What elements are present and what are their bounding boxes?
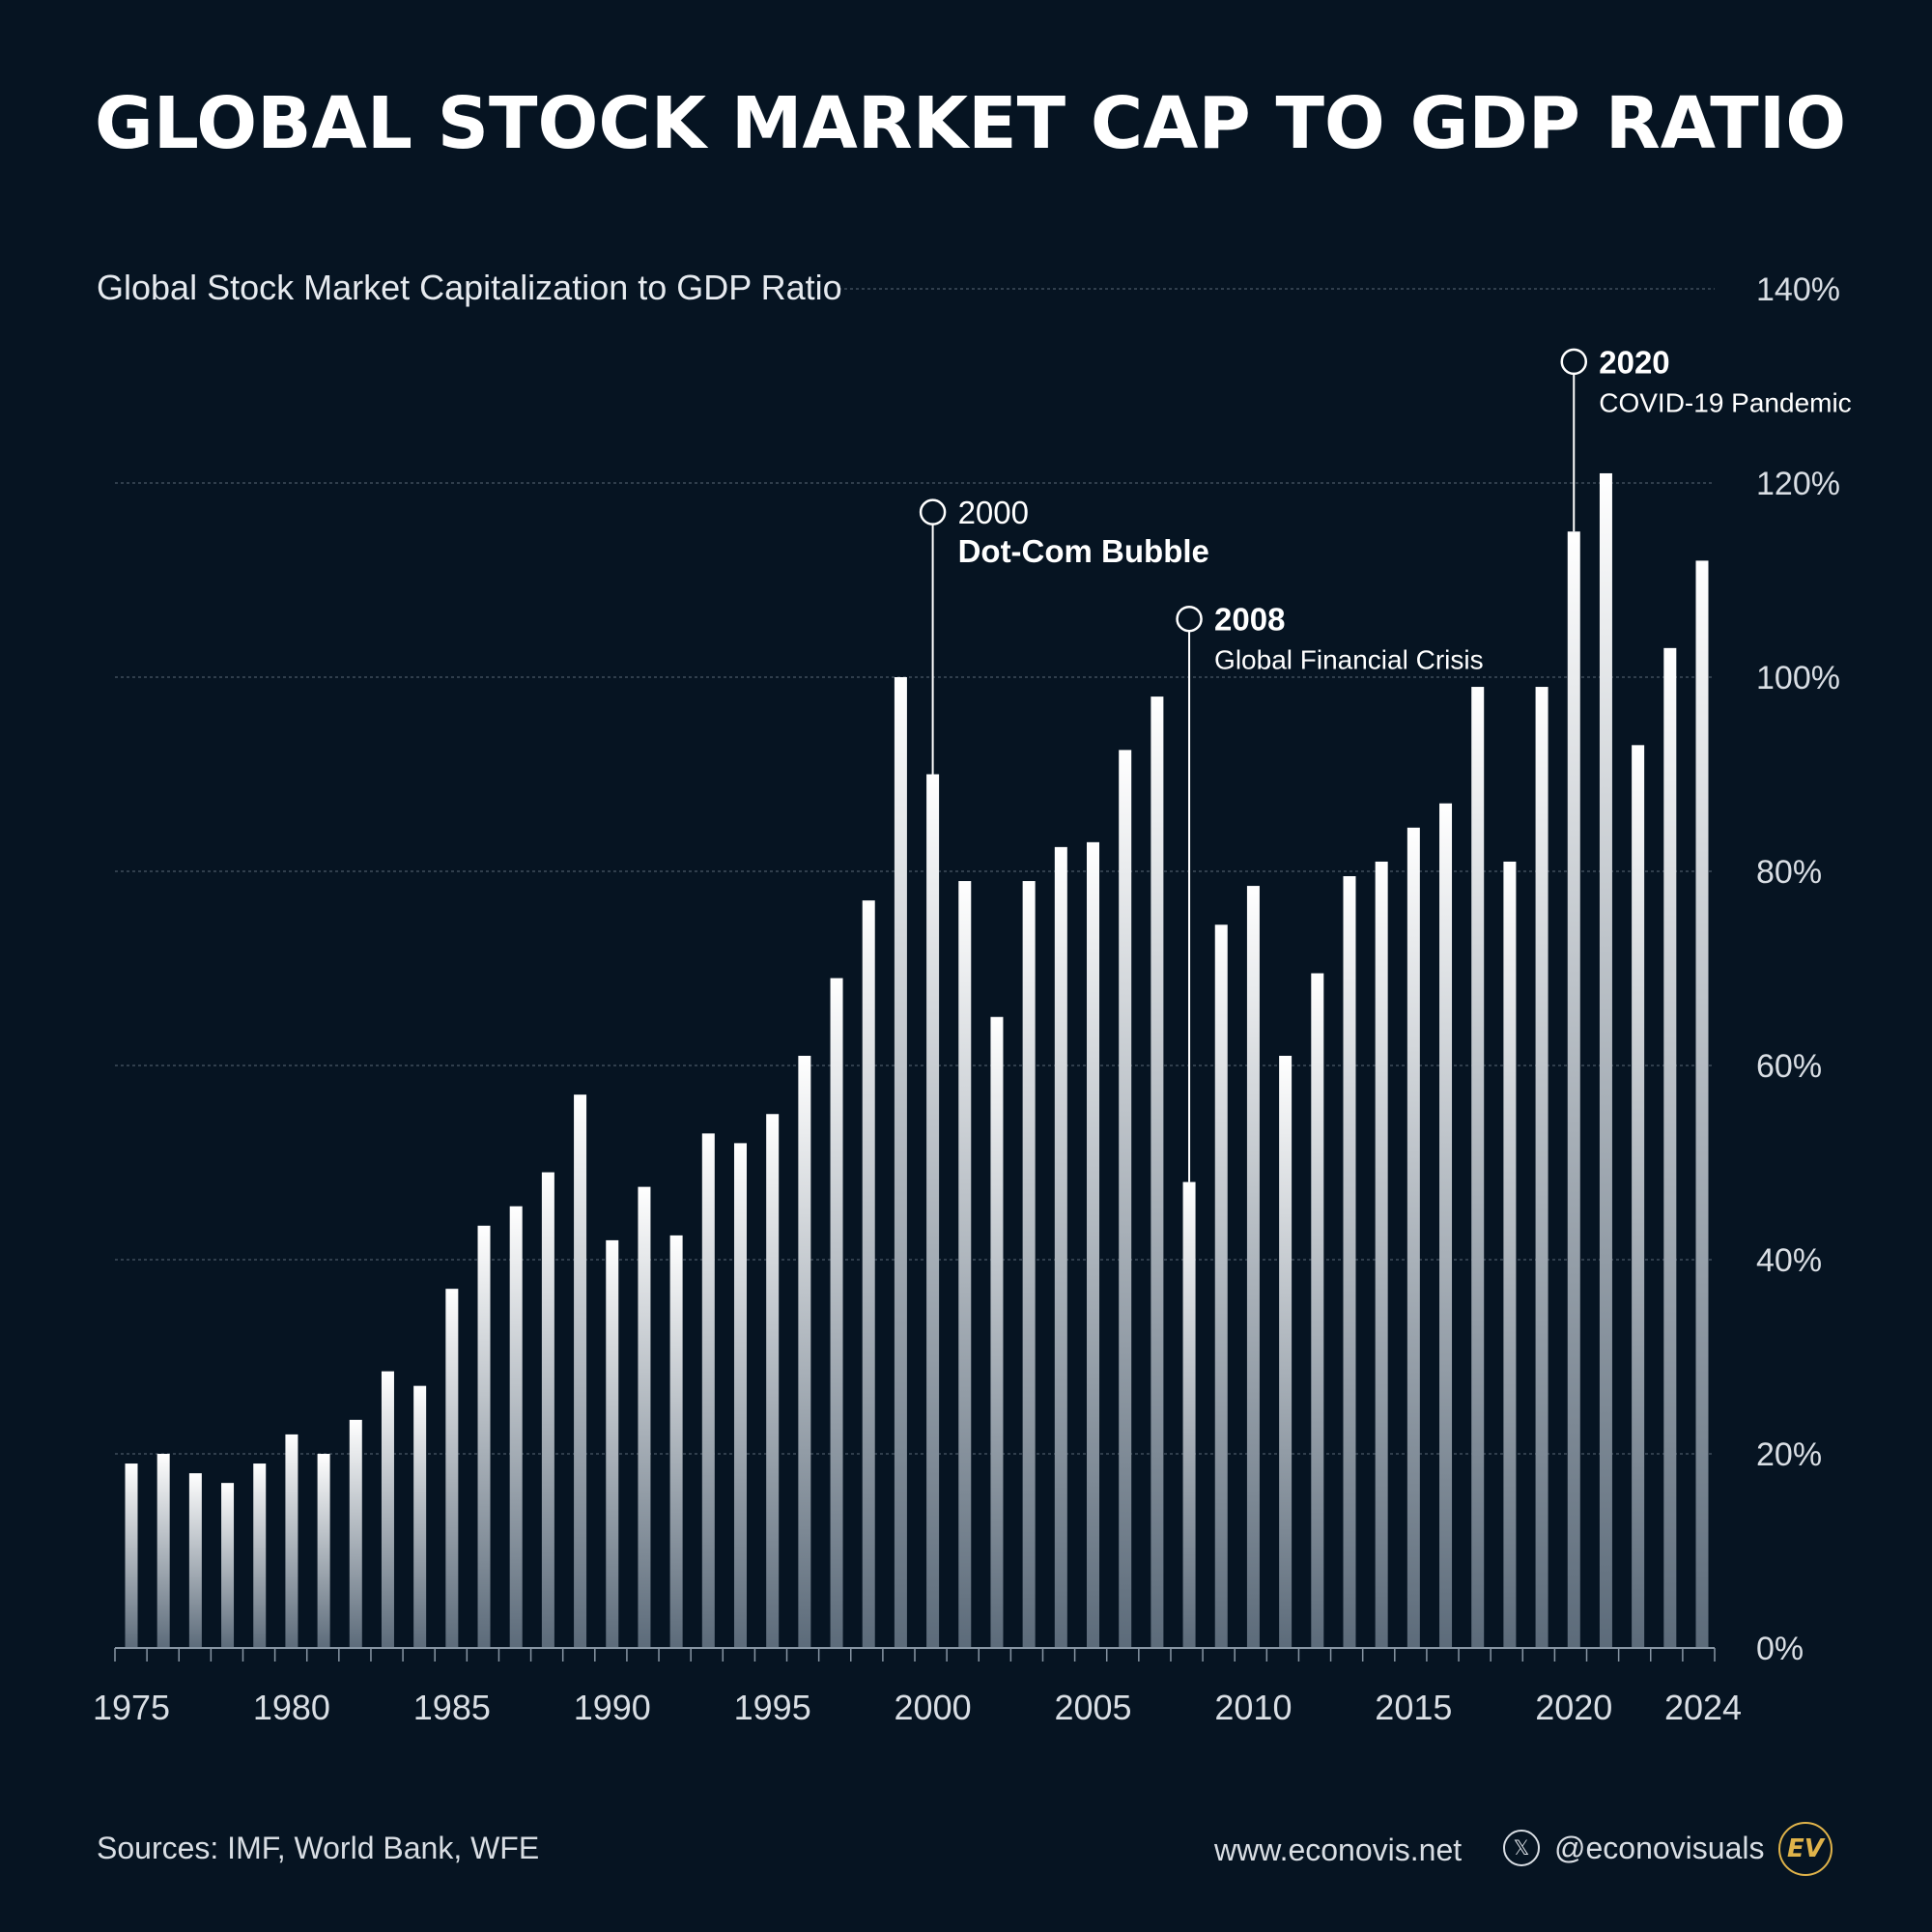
x-tick-label: 2024: [1664, 1688, 1742, 1727]
bar-1987: [509, 1206, 523, 1648]
bar-2015: [1406, 827, 1420, 1648]
annotation-marker: [1176, 605, 1203, 633]
bar-1984: [413, 1385, 427, 1648]
bar-1983: [381, 1371, 394, 1648]
bar-2016: [1439, 803, 1453, 1648]
bar-2011: [1279, 1055, 1293, 1648]
annotation-marker: [1560, 348, 1588, 376]
y-tick-label: 0%: [1756, 1631, 1804, 1667]
bars: [125, 472, 1709, 1649]
bar-2006: [1119, 750, 1132, 1648]
bar-1985: [445, 1289, 459, 1648]
bar-2013: [1343, 876, 1356, 1648]
x-tick-label: 2005: [1054, 1688, 1131, 1727]
x-axis: 1975 1980 1985 1990 1995 2000 2005 2010 2015 2020…: [93, 1647, 1742, 1727]
x-logo-icon: 𝕏: [1503, 1830, 1540, 1866]
bar-1986: [477, 1225, 491, 1648]
y-tick-label: 100%: [1756, 660, 1840, 696]
page-title: GLOBAL STOCK MARKET CAP TO GDP RATIO: [95, 82, 1847, 165]
annotation-label: Global Financial Crisis: [1214, 645, 1484, 675]
chart-title: Global Stock Market Capitalization to GD…: [97, 268, 842, 307]
bar-1991: [638, 1186, 651, 1648]
bar-1997: [830, 978, 843, 1648]
x-tick-label: 1985: [413, 1688, 491, 1727]
bar-2022: [1632, 745, 1645, 1648]
bar-1994: [733, 1143, 747, 1648]
y-tick-label: 140%: [1756, 271, 1840, 308]
website-link[interactable]: www.econovis.net: [1214, 1833, 1463, 1867]
bar-2020: [1567, 531, 1580, 1648]
bar-2021: [1599, 472, 1612, 1649]
bar-2001: [958, 881, 972, 1648]
bar-2024: [1695, 560, 1709, 1648]
x-tick-label: 1995: [734, 1688, 811, 1727]
bar-1996: [798, 1055, 811, 1648]
bar-2019: [1535, 687, 1548, 1648]
annotation-year: 2008: [1214, 602, 1285, 638]
y-tick-label: 120%: [1756, 466, 1840, 502]
bar-1995: [766, 1114, 780, 1648]
bar-1990: [606, 1239, 619, 1648]
y-tick-label: 60%: [1756, 1048, 1822, 1085]
bar-2008: [1182, 1181, 1196, 1648]
bar-1976: [156, 1454, 170, 1648]
bar-1975: [125, 1463, 138, 1648]
bar-2007: [1151, 696, 1164, 1648]
bar-2005: [1087, 841, 1100, 1648]
bar-1977: [188, 1473, 202, 1648]
y-tick-label: 80%: [1756, 854, 1822, 891]
bar-2012: [1311, 973, 1324, 1648]
x-tick-label: 2015: [1375, 1688, 1452, 1727]
x-tick-label: 2020: [1535, 1688, 1612, 1727]
bar-2018: [1503, 861, 1517, 1648]
x-tick-label: 1980: [253, 1688, 330, 1727]
annotation-label: Dot-Com Bubble: [958, 533, 1209, 569]
bar-2004: [1054, 846, 1067, 1648]
econovis-logo: EV: [1778, 1822, 1833, 1876]
annotation-marker: [919, 498, 947, 526]
bar-1992: [669, 1235, 683, 1648]
bar-2010: [1246, 886, 1260, 1648]
bar-1978: [221, 1483, 235, 1648]
annotation-label: COVID-19 Pandemic: [1599, 387, 1851, 417]
x-tick-label: 1990: [574, 1688, 651, 1727]
bar-2017: [1471, 687, 1485, 1648]
bar-1981: [317, 1454, 330, 1648]
bar-2023: [1663, 647, 1677, 1648]
x-tick-label: 1975: [93, 1688, 170, 1727]
sources-text: Sources: IMF, World Bank, WFE: [97, 1831, 540, 1865]
annotation-year: 2000: [958, 495, 1029, 530]
grid-lines: 0% 20% 40% 60% 80% 100% 120% 140%: [115, 271, 1840, 1667]
bar-2000: [926, 774, 940, 1648]
bar-1993: [701, 1133, 715, 1648]
bar-2014: [1375, 861, 1388, 1648]
bar-1979: [253, 1463, 267, 1648]
bar-1980: [285, 1434, 298, 1648]
bar-2002: [990, 1016, 1004, 1648]
x-tick-label: 2000: [895, 1688, 972, 1727]
social-handle[interactable]: @econovisuals: [1554, 1831, 1765, 1865]
y-tick-label: 40%: [1756, 1242, 1822, 1279]
bar-1982: [349, 1419, 362, 1648]
bar-2003: [1022, 881, 1036, 1648]
bar-2009: [1214, 924, 1228, 1648]
x-tick-label: 2010: [1214, 1688, 1292, 1727]
bar-1998: [862, 900, 875, 1648]
annotation-year: 2020: [1599, 344, 1669, 380]
y-tick-label: 20%: [1756, 1436, 1822, 1473]
bar-1999: [894, 677, 907, 1648]
bar-1989: [574, 1094, 587, 1648]
bar-1988: [541, 1172, 554, 1648]
